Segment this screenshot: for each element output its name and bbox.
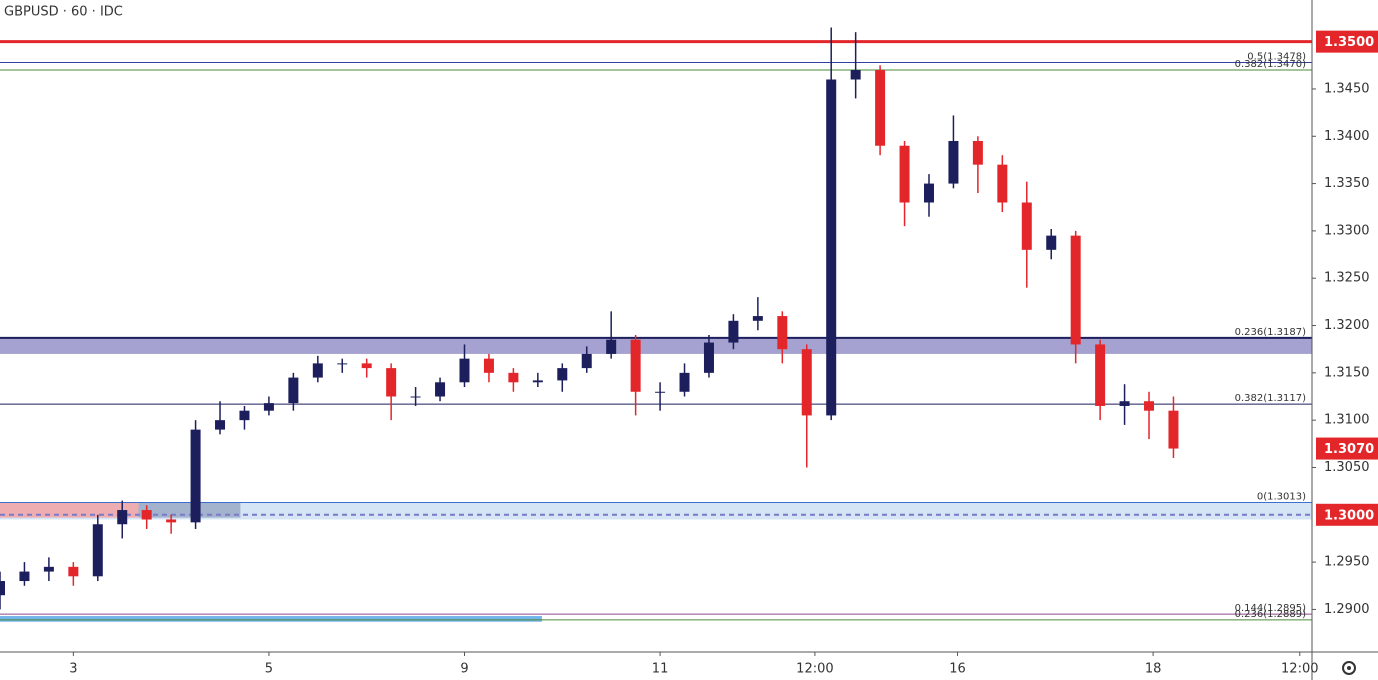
candle-body xyxy=(0,581,5,596)
candle-body xyxy=(1046,235,1057,250)
zone xyxy=(0,337,1312,354)
y-tick-label: 1.3200 xyxy=(1324,318,1370,333)
candle-body xyxy=(826,79,837,416)
y-tick-label: 1.2950 xyxy=(1324,555,1370,570)
x-tick-label: 12:00 xyxy=(796,662,833,677)
candle-body xyxy=(43,566,54,572)
level-label: 0(1.3013) xyxy=(1257,491,1306,502)
y-tick-label: 1.3350 xyxy=(1324,176,1370,191)
candle-body xyxy=(923,183,934,203)
zone xyxy=(0,616,542,622)
x-tick-label: 3 xyxy=(69,662,77,677)
candle-body xyxy=(508,372,519,383)
price-label: 1.3500 xyxy=(1324,35,1374,50)
candle-body xyxy=(483,358,494,373)
candle-body xyxy=(312,363,323,378)
y-tick-label: 1.3050 xyxy=(1324,460,1370,475)
x-tick-label: 9 xyxy=(460,662,468,677)
candle-body xyxy=(1168,410,1179,449)
x-tick-label: 11 xyxy=(652,662,669,677)
level-label: 0.236(1.2889) xyxy=(1235,609,1307,620)
level-label: 0.144(1.2895) xyxy=(1235,603,1307,614)
y-tick-label: 1.3400 xyxy=(1324,129,1370,144)
price-label-box xyxy=(1316,30,1378,53)
candle-body xyxy=(777,316,788,350)
candle-body xyxy=(263,403,274,411)
candle-body xyxy=(703,342,714,373)
candle-body xyxy=(239,410,250,421)
candle-body xyxy=(1021,202,1032,250)
candle-body xyxy=(361,363,372,369)
y-tick-label: 1.3250 xyxy=(1324,271,1370,286)
price-label-box xyxy=(1316,503,1378,526)
y-tick-label: 1.3150 xyxy=(1324,365,1370,380)
level-label: 0.382(1.3117) xyxy=(1235,393,1307,404)
y-tick-label: 1.3100 xyxy=(1324,413,1370,428)
candle-body xyxy=(655,391,666,393)
candle-body xyxy=(1119,401,1130,406)
plot-area: 0.5(1.3478)0.382(1.3470) 0.236(1.3187) 0.3… xyxy=(0,27,1312,622)
candle-body xyxy=(19,571,30,582)
level-label: 0.382(1.3470) xyxy=(1235,59,1307,70)
candle-body xyxy=(972,140,983,165)
x-tick-label: 12:00 xyxy=(1281,662,1318,677)
candle-body xyxy=(728,320,739,343)
candle-body xyxy=(1070,235,1081,345)
x-tick-label: 5 xyxy=(265,662,273,677)
price-label: 1.3000 xyxy=(1324,508,1374,523)
price-label-box xyxy=(1316,437,1378,460)
y-tick-label: 1.3300 xyxy=(1324,223,1370,238)
candle-body xyxy=(997,164,1008,203)
candle-body xyxy=(117,510,128,525)
price-label: 1.3070 xyxy=(1324,442,1374,457)
y-tick-label: 1.3450 xyxy=(1324,81,1370,96)
y-tick-label: 1.2900 xyxy=(1324,602,1370,617)
candle-body xyxy=(679,372,690,392)
candle-body xyxy=(68,566,79,577)
candle-body xyxy=(948,140,959,184)
settings-icon[interactable] xyxy=(1342,661,1356,675)
candle-body xyxy=(581,353,592,369)
candle-body xyxy=(557,368,568,381)
candle-body xyxy=(92,524,103,577)
candle-body xyxy=(190,429,201,523)
candle-body xyxy=(752,316,763,321)
level-label: 0.5(1.3478) xyxy=(1247,51,1306,62)
candle-body xyxy=(337,363,348,365)
candle-body xyxy=(435,382,446,397)
candle-body xyxy=(899,145,910,203)
candle-body xyxy=(875,70,886,146)
candle-body xyxy=(386,368,397,397)
candle-body xyxy=(215,420,226,430)
candle-body xyxy=(459,358,470,383)
candle-body xyxy=(606,339,617,354)
chart-title: GBPUSD · 60 · IDC xyxy=(4,5,123,20)
candle-body xyxy=(850,70,861,80)
candle-body xyxy=(1095,344,1106,406)
candle-body xyxy=(410,396,421,398)
x-tick-label: 18 xyxy=(1145,662,1162,677)
candle-body xyxy=(166,519,177,523)
candle-body xyxy=(801,349,812,416)
candle-body xyxy=(1144,401,1155,411)
level-label: 0.236(1.3187) xyxy=(1235,327,1307,338)
candle-body xyxy=(141,510,152,520)
x-tick-label: 16 xyxy=(949,662,966,677)
candle-body xyxy=(288,377,299,404)
candle-body xyxy=(532,380,543,383)
candle-body xyxy=(630,339,641,392)
